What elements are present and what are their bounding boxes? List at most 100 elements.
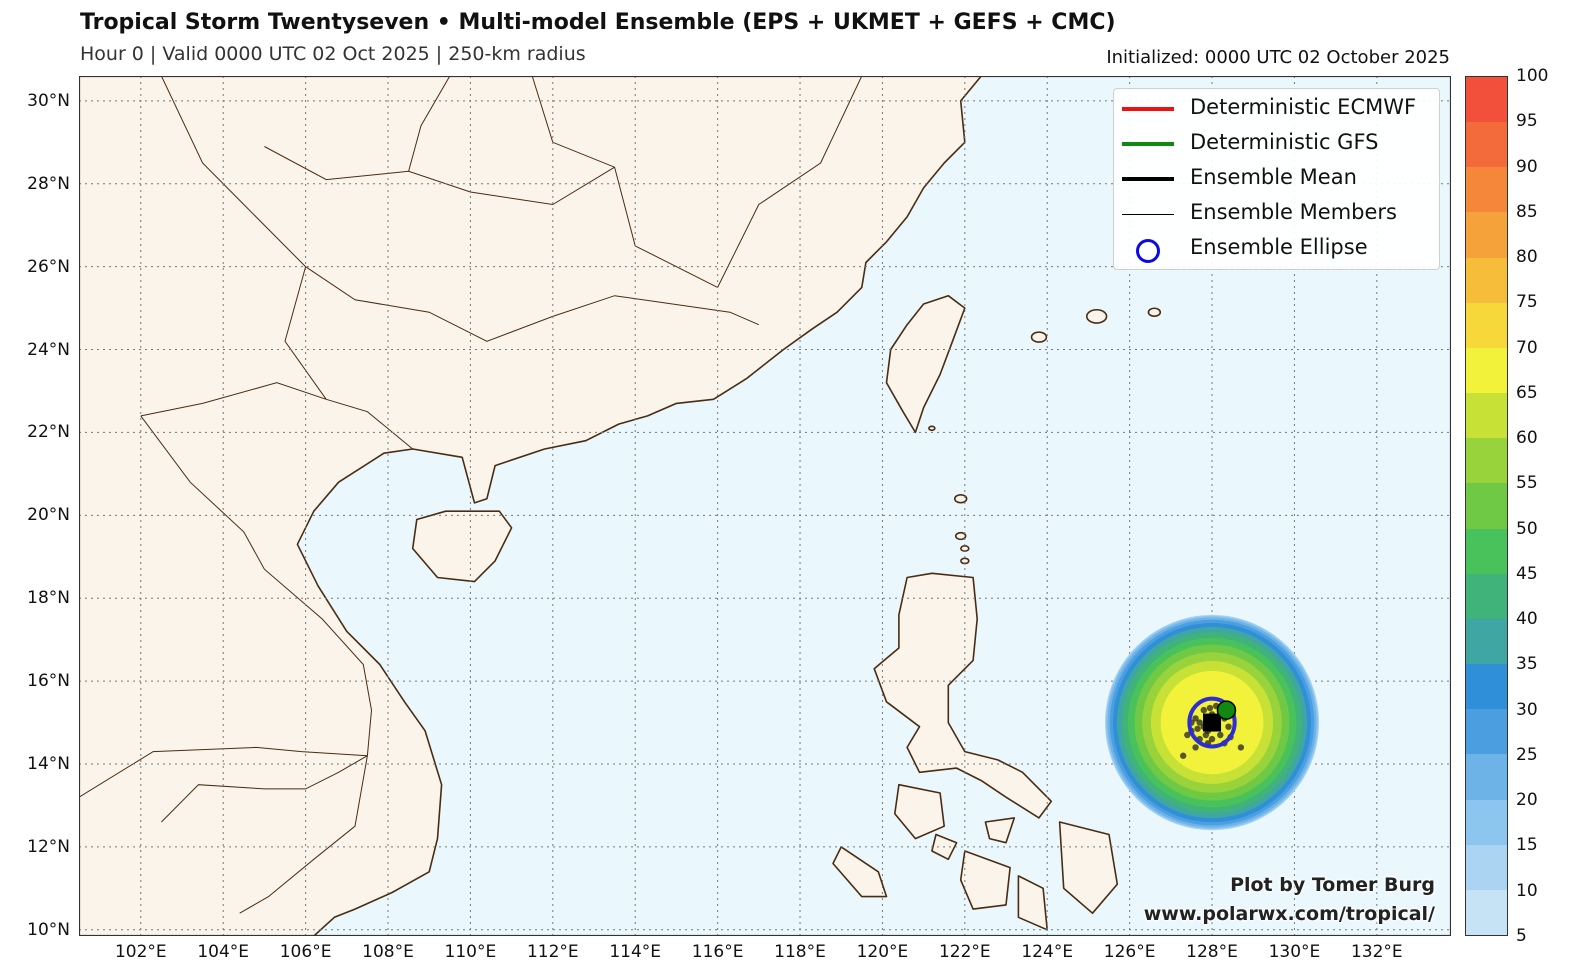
colorbar-segment bbox=[1466, 664, 1507, 710]
mainland-asia bbox=[79, 76, 983, 936]
colorbar-tick-label: 35 bbox=[1516, 654, 1538, 675]
lat-tick-label: 20°N bbox=[27, 505, 70, 526]
lon-tick-label: 126°E bbox=[1103, 942, 1156, 962]
lat-tick-label: 12°N bbox=[27, 836, 70, 857]
colorbar-segment bbox=[1466, 754, 1507, 800]
ensemble-member-point bbox=[1194, 725, 1201, 732]
ensemble-member-point bbox=[1184, 731, 1191, 739]
colorbar-segment bbox=[1466, 257, 1507, 303]
small-island bbox=[953, 493, 968, 504]
lon-tick-label: 102°E bbox=[114, 942, 167, 962]
ensemble-member-point bbox=[1196, 719, 1203, 726]
borders-layer bbox=[79, 76, 863, 914]
ensemble-member-point bbox=[1237, 744, 1245, 751]
lat-tick-label: 18°N bbox=[27, 588, 70, 609]
chart-subtitle: Hour 0 | Valid 0000 UTC 02 Oct 2025 | 25… bbox=[80, 43, 586, 65]
colorbar-segment bbox=[1466, 709, 1507, 755]
lon-tick-label: 128°E bbox=[1186, 942, 1238, 962]
colorbar-segment bbox=[1466, 212, 1507, 258]
map-legend: Deterministic ECMWF Deterministic GFS Ense… bbox=[1113, 88, 1440, 270]
legend-item: Ensemble Members bbox=[1114, 198, 1439, 228]
colorbar-tick-label: 80 bbox=[1516, 247, 1538, 268]
colorbar-tick-label: 10 bbox=[1516, 880, 1538, 901]
colorbar-tick-label: 50 bbox=[1516, 518, 1538, 539]
lon-tick-label: 104°E bbox=[197, 942, 250, 962]
colorbar-segment bbox=[1466, 347, 1507, 394]
lon-tick-label: 116°E bbox=[691, 942, 744, 962]
legend-item: Deterministic ECMWF bbox=[1114, 93, 1439, 123]
ensemble-member-point bbox=[1179, 752, 1187, 759]
country-border bbox=[140, 382, 327, 417]
lon-tick-label: 130°E bbox=[1268, 942, 1321, 962]
small-island bbox=[928, 425, 936, 432]
colorbar-segment bbox=[1466, 573, 1507, 619]
country-border bbox=[408, 76, 451, 172]
philippine-island bbox=[894, 783, 945, 840]
ensemble-mean-marker bbox=[1203, 713, 1222, 732]
philippine-island bbox=[832, 846, 888, 898]
country-border bbox=[326, 398, 414, 450]
gfs-marker bbox=[1216, 700, 1237, 720]
colorbar-tick-label: 90 bbox=[1516, 156, 1538, 177]
legend-label: Ensemble Members bbox=[1190, 200, 1397, 224]
lat-tick-label: 16°N bbox=[27, 671, 70, 692]
lon-tick-label: 132°E bbox=[1350, 942, 1403, 962]
colorbar-segment bbox=[1466, 799, 1507, 845]
credit-author: Plot by Tomer Burg bbox=[1230, 874, 1435, 896]
lat-tick-label: 26°N bbox=[27, 256, 70, 277]
lon-tick-label: 120°E bbox=[856, 942, 909, 962]
colorbar-segment bbox=[1466, 889, 1507, 935]
legend-item: Ensemble Mean bbox=[1114, 163, 1439, 193]
colorbar-tick-label: 75 bbox=[1516, 292, 1538, 313]
lat-tick-label: 28°N bbox=[27, 173, 70, 194]
land-layer bbox=[79, 76, 1162, 936]
colorbar-tick-label: 55 bbox=[1516, 473, 1538, 494]
lon-tick-label: 106°E bbox=[279, 942, 332, 962]
colorbar-tick-label: 45 bbox=[1516, 563, 1538, 584]
legend-label: Deterministic GFS bbox=[1190, 130, 1379, 154]
legend-swatch bbox=[1122, 214, 1174, 215]
small-island bbox=[1147, 307, 1162, 318]
small-island bbox=[1085, 308, 1108, 324]
chart-title: Tropical Storm Twentyseven • Multi-model… bbox=[80, 10, 1116, 35]
hainan-island bbox=[411, 510, 513, 583]
philippine-island bbox=[959, 850, 1011, 910]
legend-label: Deterministic ECMWF bbox=[1190, 95, 1417, 119]
ensemble-member-point bbox=[1192, 744, 1199, 751]
colorbar-segment bbox=[1466, 528, 1507, 574]
lat-tick-label: 24°N bbox=[27, 339, 70, 360]
lon-tick-label: 112°E bbox=[526, 942, 579, 962]
country-border bbox=[239, 755, 368, 914]
taiwan-island bbox=[885, 294, 966, 434]
legend-item: Ensemble Ellipse bbox=[1114, 233, 1439, 263]
colorbar-tick-label: 70 bbox=[1516, 337, 1538, 358]
colorbar-tick-label: 95 bbox=[1516, 111, 1538, 132]
legend-swatch bbox=[1122, 142, 1174, 146]
colorbar-tick-label: 65 bbox=[1516, 382, 1538, 403]
colorbar-segment bbox=[1466, 302, 1507, 348]
initialized-time: Initialized: 0000 UTC 02 October 2025 bbox=[1106, 47, 1450, 68]
colorbar-tick-label: 20 bbox=[1516, 790, 1538, 811]
philippine-island bbox=[1058, 821, 1119, 914]
lon-tick-label: 114°E bbox=[609, 942, 662, 962]
colorbar-segment bbox=[1466, 844, 1507, 890]
ensemble-member-point bbox=[1202, 731, 1210, 739]
colorbar-tick-label: 40 bbox=[1516, 609, 1538, 630]
credit-url: www.polarwx.com/tropical/ bbox=[1143, 903, 1435, 925]
legend-swatch bbox=[1136, 239, 1160, 263]
ensemble-member-point bbox=[1206, 704, 1214, 712]
lat-tick-label: 14°N bbox=[27, 754, 70, 774]
legend-swatch bbox=[1122, 177, 1174, 181]
colorbar-segment bbox=[1466, 618, 1507, 665]
colorbar-tick-label: 25 bbox=[1516, 744, 1538, 765]
colorbar-segment bbox=[1466, 393, 1507, 439]
map-frame bbox=[79, 76, 1451, 936]
ensemble-member-point bbox=[1225, 723, 1232, 730]
colorbar-segment bbox=[1466, 77, 1507, 123]
country-border bbox=[717, 76, 863, 288]
ensemble-member-point bbox=[1192, 715, 1199, 722]
country-border bbox=[264, 146, 615, 206]
probability-colorbar bbox=[1465, 76, 1508, 936]
lon-tick-label: 118°E bbox=[774, 942, 826, 962]
lon-tick-label: 110°E bbox=[444, 942, 497, 962]
